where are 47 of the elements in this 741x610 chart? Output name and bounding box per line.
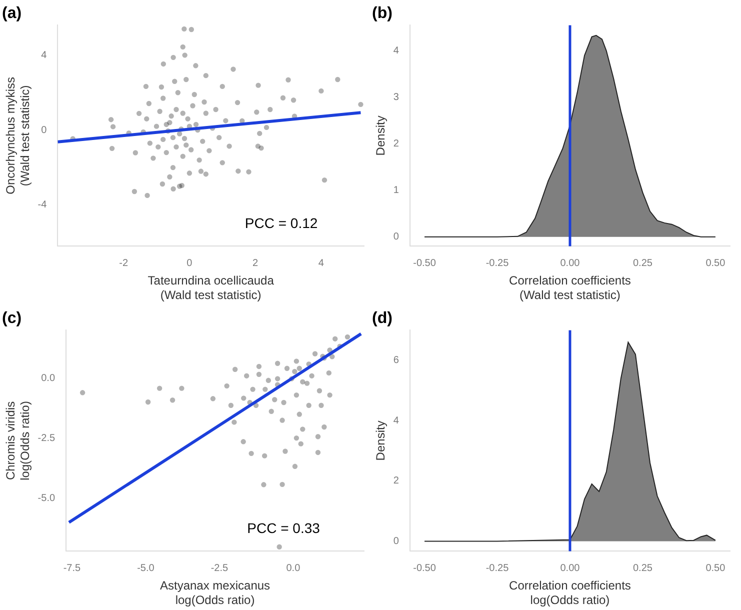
y-tick-label: 2 [393,138,400,150]
chart-title: (d) [372,310,392,328]
x-axis-title: Tateurndina ocellicauda (Wald test statistic) [148,274,274,302]
x-tick-label: 4 [318,258,324,269]
y-tick-label: 4 [393,46,400,57]
x-tick-label: -7.5 [63,562,81,574]
y-tick-label: 2 [393,476,400,487]
x-tick-label: -0.25 [486,562,510,574]
x-tick-label: 0.25 [632,562,653,574]
y-tick-label: 4 [41,50,48,61]
y-tick-label: -4 [38,200,48,211]
chart-title: (c) [2,310,22,328]
x-tick-label: -5.0 [137,562,155,574]
x-tick-label: 0.00 [560,562,580,574]
x-tick-label: -0.50 [413,258,436,269]
y-tick-label: 0.0 [41,372,56,384]
x-tick-label: 2 [252,258,259,269]
x-tick-label: -0.50 [413,562,436,574]
y-tick-label: 6 [393,355,400,366]
x-tick-label: 0.25 [632,258,653,269]
x-tick-label: 0.00 [560,258,580,269]
y-axis-title: Density [374,420,388,461]
y-axis-title: Oncorhynchus mykiss (Wald test statistic) [4,77,32,194]
y-tick-label: -5.0 [38,493,56,504]
y-tick-label: -2.5 [38,433,56,444]
annotation: PCC = 0.12 [244,214,318,231]
x-tick-label: -0.25 [486,258,510,269]
x-tick-label: 0.0 [286,562,301,574]
y-tick-label: 0 [393,232,400,243]
annotation: PCC = 0.33 [247,520,320,536]
y-tick-label: 3 [393,92,400,104]
x-axis-title: Correlation coefficients log(Odds ratio) [509,578,631,608]
chart-title: (a) [2,5,22,22]
x-tick-label: 0.50 [706,562,726,574]
y-tick-label: 0 [41,124,48,136]
y-tick-label: 4 [393,415,400,426]
y-tick-label: 0 [393,536,400,547]
y-tick-label: 1 [393,185,400,196]
chart-title: (b) [372,5,392,22]
x-axis-title: Correlation coefficients (Wald test statistic) [509,274,631,302]
x-tick-label: -2.5 [210,562,228,574]
y-axis-title: Density [374,116,388,156]
x-tick-label: 0 [186,258,193,269]
y-axis-title: Chromis viridis log(Odds ratio) [4,401,32,480]
x-tick-label: 0.50 [706,258,726,269]
x-axis-title: Astyanax mexicanus log(Odds ratio) [160,578,270,608]
x-tick-label: -2 [119,258,128,269]
